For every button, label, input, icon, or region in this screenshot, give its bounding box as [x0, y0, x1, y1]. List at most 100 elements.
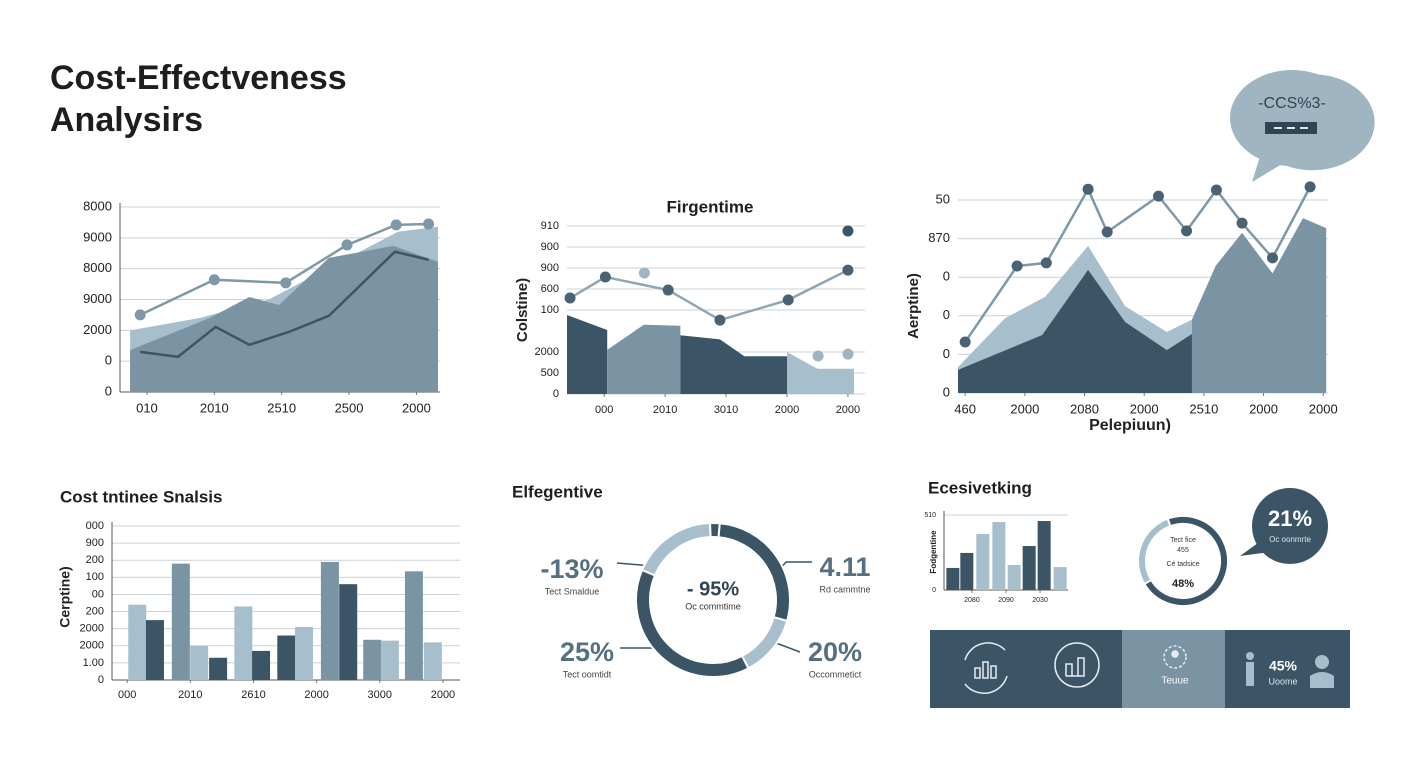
- icon-bar: [974, 667, 981, 679]
- y-tick-label: 870: [928, 230, 950, 245]
- y-axis-title: Aerptine): [905, 273, 922, 339]
- cycle-icon: [964, 642, 1008, 694]
- x-tick-label: 2000: [304, 689, 328, 701]
- point: [842, 348, 854, 360]
- tile-stat: 45%: [1269, 658, 1298, 674]
- person-head: [1315, 655, 1329, 669]
- chart-title: Cost tntinee Snalsis: [60, 487, 222, 506]
- tile: [1225, 630, 1350, 708]
- x-tick-label: 2000: [1010, 401, 1039, 416]
- person-badge: [1163, 645, 1187, 669]
- y-tick-label: 2000: [80, 640, 104, 652]
- y-tick-label: 00: [92, 588, 104, 600]
- bar: [190, 645, 209, 680]
- bar: [380, 640, 399, 680]
- x-tick-label: 2000: [1130, 401, 1159, 416]
- chart-title: Ecesivetking: [928, 478, 1032, 497]
- point: [959, 336, 971, 348]
- bar: [1022, 546, 1036, 590]
- line: [569, 268, 849, 322]
- tile-label: Teuue: [1161, 676, 1189, 687]
- line: [140, 250, 429, 359]
- center-label: 455: [1177, 547, 1189, 554]
- x-tick-label: 3010: [714, 404, 738, 416]
- point: [714, 314, 726, 326]
- bar: [128, 604, 147, 680]
- y-tick-label: 2000: [535, 346, 559, 358]
- y-tick-label: 600: [541, 283, 559, 295]
- x-tick-label: 2010: [653, 404, 677, 416]
- y-tick-label: 200: [86, 554, 104, 566]
- bubble-text: -CCS%3-: [1258, 95, 1326, 112]
- y-tick-label: 9000: [83, 229, 112, 244]
- point: [1082, 183, 1094, 195]
- y-tick-label: 200: [86, 605, 104, 617]
- callout-value: -13%: [540, 554, 603, 584]
- callout-caption: Tect Smaldue: [545, 586, 600, 596]
- x-tick-label: 2610: [241, 689, 265, 701]
- point: [1304, 181, 1316, 193]
- point: [812, 350, 824, 362]
- point: [1153, 190, 1165, 202]
- tile: [1122, 630, 1225, 708]
- y-tick-label: 100: [86, 571, 104, 583]
- center-label: 48%: [1172, 578, 1194, 590]
- point: [564, 292, 576, 304]
- chart-icon: [1054, 642, 1100, 688]
- point: [134, 309, 146, 321]
- chart-title: Firgentime: [667, 197, 754, 216]
- y-tick-label: 0: [943, 307, 950, 322]
- y-tick-label: 0: [943, 346, 950, 361]
- y-tick-label: 8000: [83, 260, 112, 275]
- bar: [363, 639, 382, 680]
- x-tick-label: 2510: [1189, 401, 1218, 416]
- y-tick-label: 0: [553, 388, 559, 400]
- bar: [1007, 565, 1021, 590]
- bar: [209, 657, 228, 680]
- x-tick-label: 010: [136, 400, 158, 415]
- bar: [339, 584, 358, 680]
- x-tick-label: 000: [595, 404, 613, 416]
- callout-caption: Rd cammtne: [819, 584, 870, 594]
- x-tick-label: 2000: [402, 400, 431, 415]
- y-tick-label: 910: [541, 220, 559, 232]
- area: [130, 245, 438, 392]
- center-label: - 95%: [687, 578, 739, 600]
- donut-segment: [709, 522, 721, 539]
- y-tick-label: 0: [943, 384, 950, 399]
- y-tick-label: 50: [936, 191, 950, 206]
- y-tick-label: 900: [541, 262, 559, 274]
- x-tick-label: 2000: [1249, 401, 1278, 416]
- point: [390, 219, 402, 231]
- icon-bar: [990, 665, 997, 679]
- page-title: Analysirs: [50, 101, 203, 139]
- y-tick-label: 8000: [83, 198, 112, 213]
- bar: [145, 620, 164, 680]
- y-tick-label: 510: [924, 512, 936, 519]
- y-axis-title: Fodgentine: [929, 530, 938, 574]
- area: [786, 352, 855, 394]
- speech-bubble: [1230, 70, 1354, 166]
- bar: [404, 571, 423, 680]
- donut-segment: [1137, 517, 1172, 586]
- point: [1101, 226, 1113, 238]
- tile-icons: [964, 642, 1187, 694]
- tile: [930, 630, 1122, 708]
- area: [1191, 218, 1327, 393]
- y-tick-label: 000: [86, 520, 104, 532]
- y-tick-label: 9000: [83, 291, 112, 306]
- area: [680, 335, 787, 394]
- chart-title: Elfegentive: [512, 482, 603, 501]
- point: [280, 277, 292, 289]
- chart-icon-bars: [1065, 657, 1085, 677]
- bar: [295, 626, 313, 680]
- point: [208, 274, 220, 286]
- bar: [234, 606, 253, 680]
- x-tick-label: 2010: [178, 689, 202, 701]
- x-tick-label: 460: [954, 401, 976, 416]
- bar: [1037, 521, 1051, 590]
- bar: [946, 567, 960, 590]
- y-tick-label: 2000: [83, 322, 112, 337]
- point: [341, 239, 353, 251]
